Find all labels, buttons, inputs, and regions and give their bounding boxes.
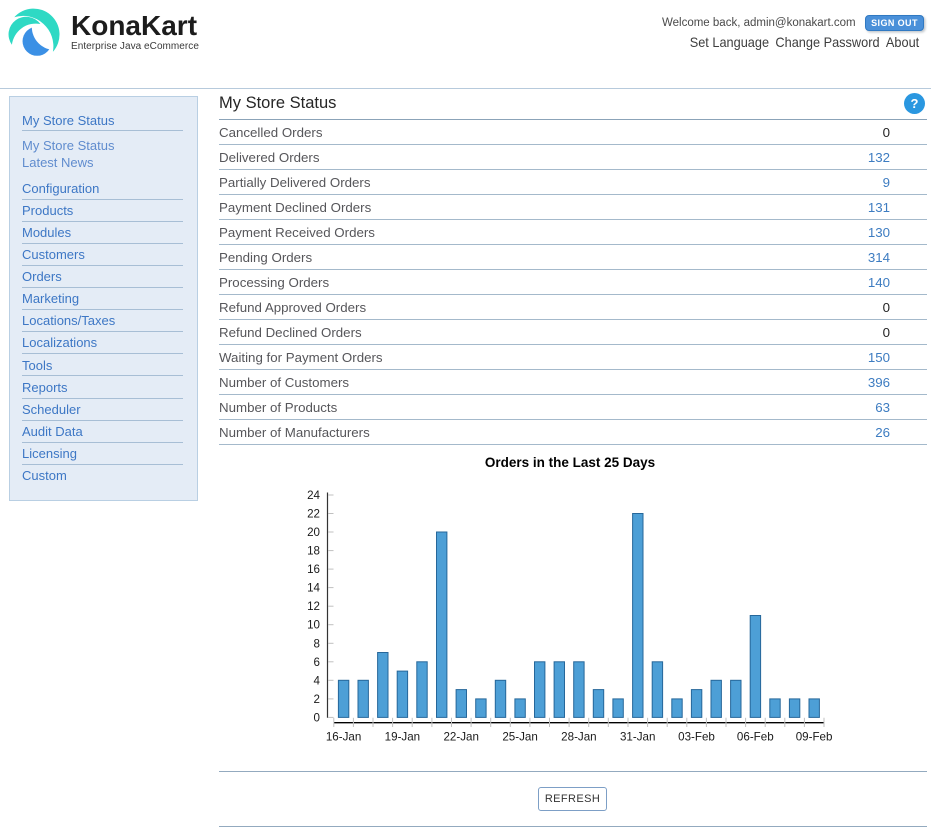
svg-text:24: 24 — [307, 489, 320, 502]
svg-text:31-Jan: 31-Jan — [620, 731, 655, 744]
svg-text:25-Jan: 25-Jan — [502, 731, 537, 744]
svg-text:28-Jan: 28-Jan — [561, 731, 596, 744]
svg-text:22-Jan: 22-Jan — [443, 731, 478, 744]
svg-text:19-Jan: 19-Jan — [385, 731, 420, 744]
svg-text:03-Feb: 03-Feb — [678, 731, 715, 744]
svg-text:22: 22 — [307, 508, 320, 521]
svg-text:09-Feb: 09-Feb — [796, 731, 833, 744]
svg-text:12: 12 — [307, 600, 320, 613]
svg-text:18: 18 — [307, 545, 320, 558]
svg-text:14: 14 — [307, 582, 320, 595]
svg-text:16-Jan: 16-Jan — [326, 731, 361, 744]
svg-text:2: 2 — [314, 693, 320, 706]
svg-text:16: 16 — [307, 563, 320, 576]
svg-text:10: 10 — [307, 619, 320, 632]
svg-text:6: 6 — [314, 656, 320, 669]
svg-text:0: 0 — [314, 711, 320, 724]
svg-text:8: 8 — [314, 637, 320, 650]
svg-text:Orders in the Last 25 Days: Orders in the Last 25 Days — [485, 455, 655, 470]
svg-text:06-Feb: 06-Feb — [737, 731, 774, 744]
svg-text:20: 20 — [307, 526, 320, 539]
svg-text:4: 4 — [314, 674, 321, 687]
